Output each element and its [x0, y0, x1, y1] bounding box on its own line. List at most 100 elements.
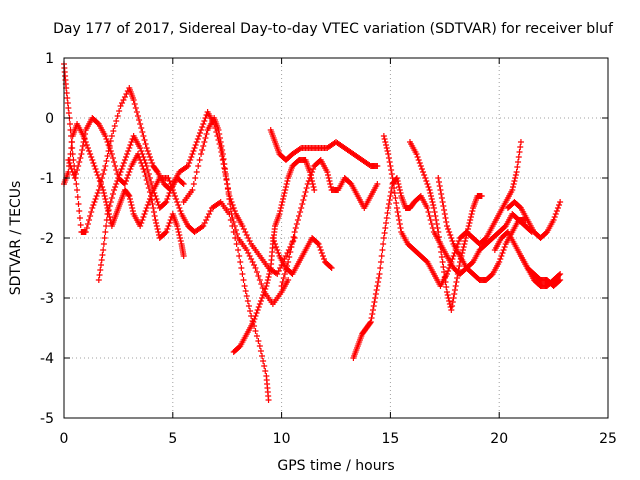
data-point — [441, 269, 448, 275]
data-point — [128, 139, 135, 145]
data-point — [317, 247, 324, 253]
data-point — [174, 226, 181, 232]
data-point — [106, 203, 113, 209]
data-point — [149, 160, 156, 166]
data-point — [177, 208, 184, 214]
data-point — [372, 291, 379, 297]
data-point — [190, 181, 197, 187]
data-point — [73, 181, 80, 187]
data-point — [86, 148, 93, 154]
data-point — [89, 205, 96, 211]
data-point — [459, 247, 466, 253]
data-point — [391, 190, 398, 196]
data-point — [103, 202, 110, 208]
y-tick-label: -3 — [40, 291, 54, 307]
data-point — [385, 205, 392, 211]
data-point — [512, 172, 519, 178]
data-point — [294, 217, 301, 223]
series-arc-9 — [278, 157, 381, 289]
data-point — [256, 343, 263, 349]
data-point — [277, 205, 284, 211]
data-point — [247, 308, 254, 314]
data-point — [106, 145, 113, 151]
data-point — [256, 277, 263, 283]
data-point — [310, 184, 317, 190]
data-point — [383, 142, 390, 148]
data-point — [281, 190, 288, 196]
data-point — [194, 136, 201, 142]
chart-title: Day 177 of 2017, Sidereal Day-to-day VTE… — [53, 21, 614, 37]
data-point — [282, 184, 289, 190]
data-point — [109, 155, 116, 161]
data-point — [103, 223, 110, 229]
data-point — [152, 217, 159, 223]
data-point — [557, 271, 564, 277]
data-point — [440, 203, 447, 209]
data-point — [202, 135, 209, 141]
data-point — [112, 163, 119, 169]
data-point — [239, 271, 246, 277]
x-tick-label: 20 — [490, 431, 508, 447]
data-point — [382, 225, 389, 231]
data-point — [456, 263, 463, 269]
data-point — [143, 163, 150, 169]
data-point — [286, 254, 293, 260]
data-point — [240, 277, 247, 283]
data-point — [142, 173, 149, 179]
data-point — [233, 231, 240, 237]
data-point — [393, 205, 400, 211]
data-point — [68, 139, 75, 145]
data-point — [434, 225, 441, 231]
data-point — [380, 235, 387, 241]
x-tick-label: 10 — [273, 431, 291, 447]
data-point — [241, 283, 248, 289]
data-point — [261, 289, 268, 295]
data-point — [253, 269, 260, 275]
data-point — [67, 151, 74, 157]
data-point — [162, 200, 169, 206]
data-point — [253, 310, 260, 316]
data-point — [269, 235, 276, 241]
data-point — [454, 275, 461, 281]
data-point — [264, 277, 271, 283]
data-point — [515, 159, 522, 165]
data-point — [144, 202, 151, 208]
data-point — [139, 129, 146, 135]
series-arc-8 — [267, 127, 381, 169]
data-point — [314, 240, 321, 246]
data-point — [428, 221, 435, 227]
data-point — [175, 202, 182, 208]
data-point — [100, 190, 107, 196]
data-point — [449, 303, 456, 309]
data-point — [127, 196, 134, 202]
data-point — [114, 178, 121, 184]
data-point — [392, 195, 399, 201]
data-point — [438, 191, 445, 197]
data-point — [439, 199, 446, 205]
data-point — [75, 201, 82, 207]
data-point — [125, 172, 132, 178]
data-point — [66, 163, 73, 169]
data-point — [163, 199, 170, 205]
data-point — [430, 205, 437, 211]
data-point — [230, 219, 237, 225]
data-point — [116, 108, 123, 114]
data-point — [238, 265, 245, 271]
data-point — [77, 222, 84, 228]
data-point — [143, 205, 150, 211]
data-point — [166, 178, 173, 184]
data-point — [108, 151, 115, 157]
data-point — [301, 193, 308, 199]
data-point — [375, 275, 382, 281]
data-point — [155, 229, 162, 235]
data-point — [168, 184, 175, 190]
data-point — [388, 167, 395, 173]
data-point — [118, 166, 125, 172]
y-tick-label: -5 — [40, 411, 54, 427]
data-point — [199, 124, 206, 130]
data-point — [441, 274, 448, 280]
data-point — [371, 299, 378, 305]
data-point — [79, 147, 86, 153]
data-point — [207, 208, 214, 214]
data-point — [321, 256, 328, 262]
